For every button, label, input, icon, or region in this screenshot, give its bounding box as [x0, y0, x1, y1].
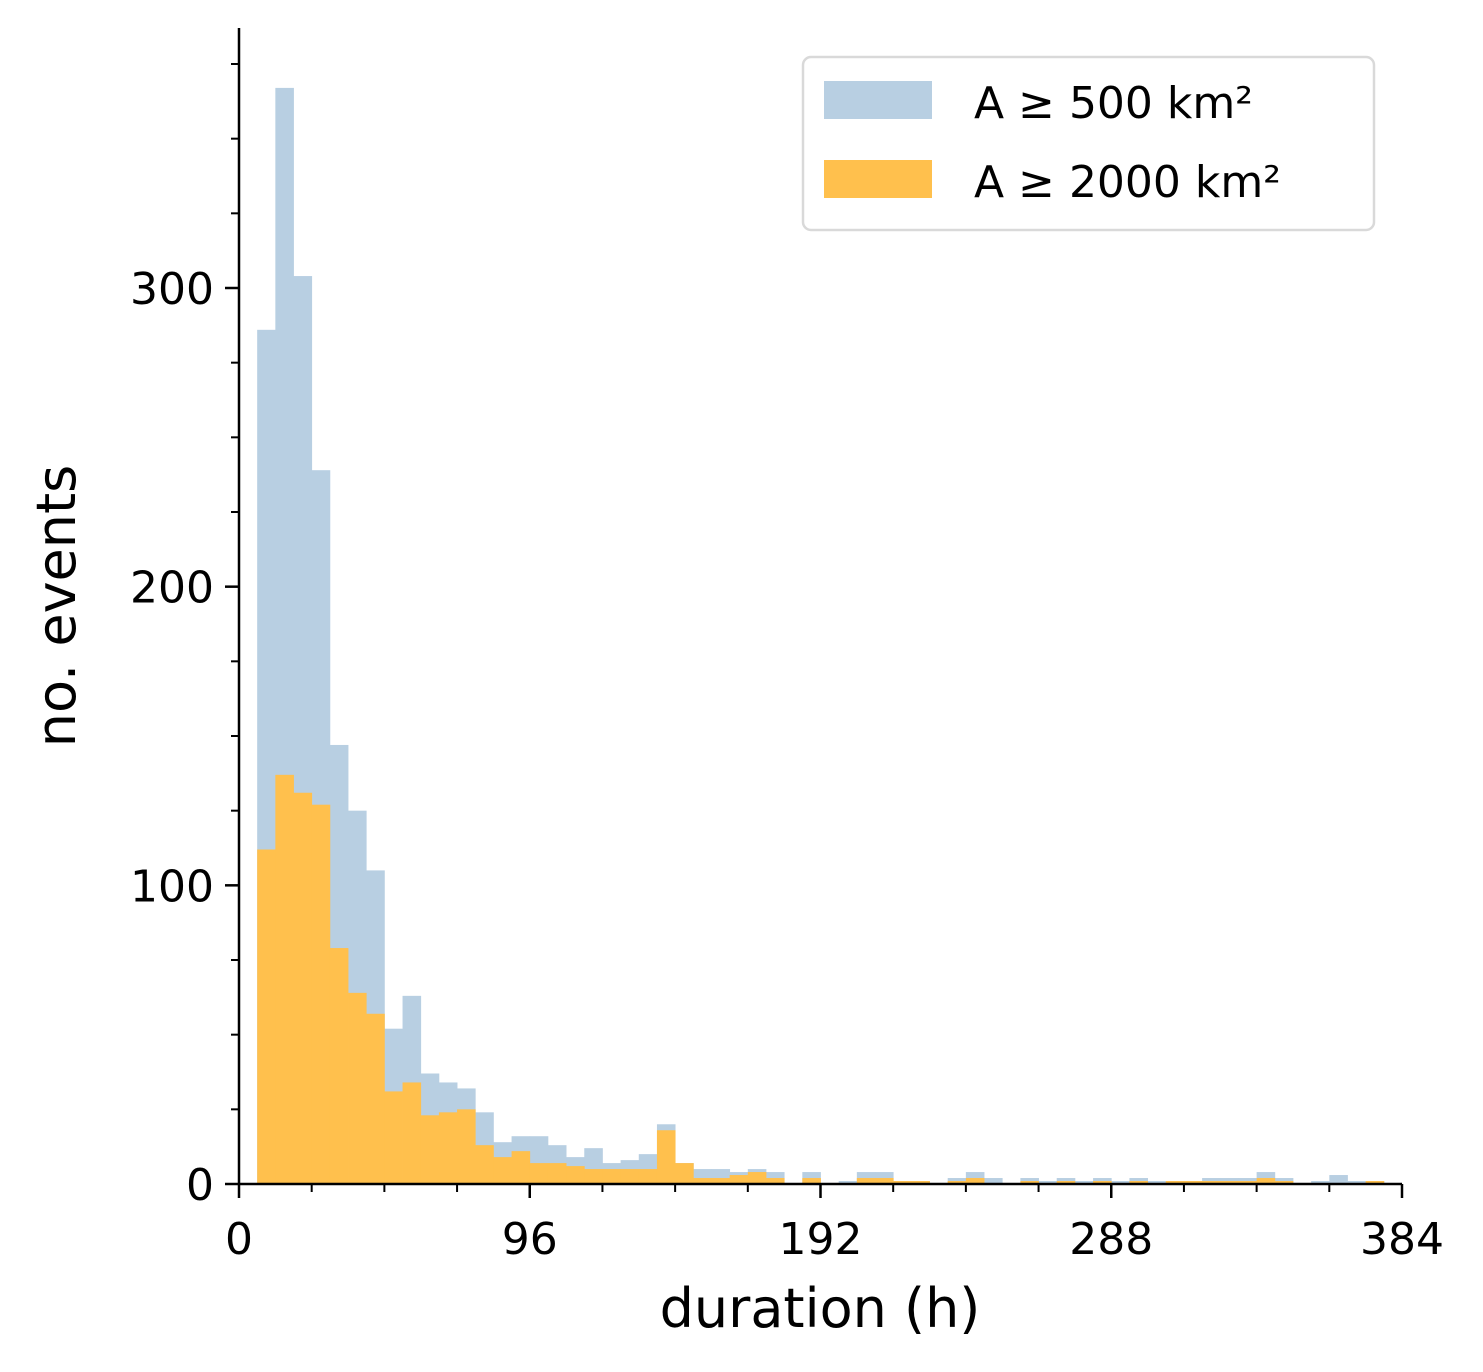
series-a2000-bars — [257, 774, 1385, 1184]
x-axis-label: duration (h) — [660, 1277, 981, 1340]
bar-a2000-50 — [1165, 1181, 1185, 1184]
bar-a2000-13 — [493, 1157, 512, 1184]
bar-a2000-39 — [965, 1178, 985, 1184]
bar-a2000-25 — [711, 1178, 731, 1184]
bar-a2000-48 — [1129, 1181, 1148, 1184]
x-axis-ticks: 0 96 192 288 384 — [225, 1184, 1444, 1265]
bar-a2000-51 — [1183, 1181, 1203, 1184]
y-axis-ticks: 0 100 200 300 — [130, 63, 239, 1211]
legend-label-a2000: A ≥ 2000 km² — [974, 157, 1281, 208]
x-tick-label: 192 — [779, 1214, 863, 1265]
bar-a2000-17 — [566, 1166, 585, 1184]
bar-a2000-61 — [1365, 1181, 1385, 1184]
bar-a2000-56 — [1274, 1181, 1294, 1184]
y-tick-label: 200 — [130, 563, 214, 614]
bar-a2000-8 — [402, 1082, 422, 1184]
bar-a500-60 — [1347, 1181, 1367, 1184]
bar-a2000-12 — [475, 1145, 494, 1184]
bar-a2000-16 — [547, 1163, 567, 1184]
bar-a2000-2 — [293, 792, 313, 1184]
bar-a500-59 — [1329, 1175, 1348, 1184]
bar-a500-49 — [1147, 1181, 1167, 1184]
bar-a500-58 — [1311, 1181, 1330, 1184]
bar-a2000-4 — [329, 948, 349, 1184]
bar-a2000-23 — [675, 1163, 694, 1184]
bar-a2000-6 — [366, 1013, 385, 1184]
bar-a2000-9 — [420, 1115, 440, 1184]
bar-a500-47 — [1111, 1181, 1130, 1184]
bar-a2000-18 — [584, 1169, 603, 1184]
bar-a2000-55 — [1256, 1178, 1276, 1184]
bar-a500-32 — [838, 1181, 858, 1184]
legend-swatch-a2000 — [824, 160, 932, 198]
bar-a2000-1 — [275, 774, 294, 1184]
bar-a2000-11 — [457, 1109, 476, 1184]
x-tick-label: 288 — [1069, 1214, 1153, 1265]
legend-frame — [801, 55, 1376, 232]
bar-a500-45 — [1074, 1181, 1094, 1184]
bar-a2000-15 — [529, 1163, 549, 1184]
legend: A ≥ 500 km² A ≥ 2000 km² — [801, 55, 1376, 232]
y-axis-label: no. events — [25, 465, 88, 748]
bar-a2000-14 — [511, 1151, 531, 1184]
bar-a2000-28 — [765, 1178, 785, 1184]
bar-a2000-24 — [693, 1178, 712, 1184]
bar-a2000-26 — [729, 1175, 749, 1184]
x-tick-label: 96 — [502, 1214, 558, 1265]
bar-a2000-44 — [1056, 1181, 1076, 1184]
bar-a2000-22 — [656, 1130, 676, 1184]
y-tick-label: 0 — [186, 1160, 214, 1211]
bar-a2000-21 — [638, 1169, 658, 1184]
bar-a2000-54 — [1238, 1181, 1258, 1184]
bar-a2000-3 — [311, 804, 331, 1184]
x-tick-label: 0 — [225, 1214, 253, 1265]
bar-a500-43 — [1038, 1181, 1058, 1184]
bar-a2000-46 — [1093, 1181, 1112, 1184]
bar-a2000-20 — [620, 1169, 640, 1184]
bar-a2000-42 — [1020, 1181, 1039, 1184]
legend-swatch-a500 — [824, 81, 932, 119]
bar-a2000-52 — [1202, 1181, 1221, 1184]
bar-a2000-0 — [257, 849, 276, 1184]
y-tick-label: 100 — [130, 861, 214, 912]
legend-label-a500: A ≥ 500 km² — [974, 78, 1253, 129]
bar-a2000-10 — [438, 1112, 458, 1184]
bar-a2000-38 — [947, 1181, 967, 1184]
bar-a2000-36 — [911, 1181, 930, 1184]
bar-a2000-30 — [802, 1178, 821, 1184]
bar-a2000-35 — [893, 1181, 912, 1184]
series-a500-bars — [257, 87, 1385, 1185]
y-tick-label: 300 — [130, 264, 214, 315]
bar-a2000-27 — [747, 1172, 767, 1184]
bar-a2000-19 — [602, 1169, 622, 1184]
bar-a2000-7 — [384, 1091, 403, 1184]
bar-a2000-34 — [875, 1178, 894, 1184]
bar-a2000-33 — [856, 1178, 876, 1184]
bar-a2000-53 — [1220, 1181, 1239, 1184]
bar-a500-40 — [984, 1178, 1003, 1184]
x-tick-label: 384 — [1360, 1214, 1444, 1265]
bar-a2000-5 — [348, 992, 367, 1184]
